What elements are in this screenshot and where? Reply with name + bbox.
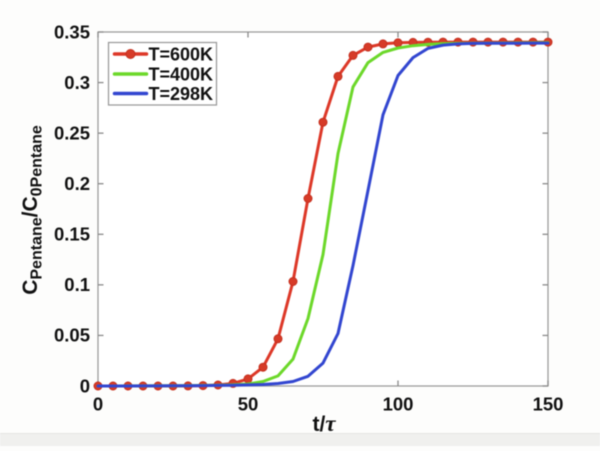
svg-text:T=298K: T=298K (149, 84, 214, 104)
svg-text:100: 100 (383, 394, 414, 415)
svg-text:0.05: 0.05 (54, 325, 90, 346)
svg-text:0.25: 0.25 (54, 122, 90, 143)
svg-text:0.1: 0.1 (64, 274, 90, 295)
svg-text:T=600K: T=600K (149, 45, 214, 65)
svg-text:0: 0 (80, 375, 90, 396)
svg-text:0: 0 (93, 394, 103, 415)
svg-text:50: 50 (238, 394, 259, 415)
svg-text:150: 150 (533, 394, 564, 415)
svg-text:t/τ: t/τ (312, 411, 336, 436)
svg-text:0.3: 0.3 (64, 72, 90, 93)
svg-text:0.15: 0.15 (54, 224, 90, 245)
svg-text:T=400K: T=400K (149, 65, 214, 85)
svg-text:0.35: 0.35 (54, 21, 90, 42)
svg-text:0.2: 0.2 (64, 173, 90, 194)
